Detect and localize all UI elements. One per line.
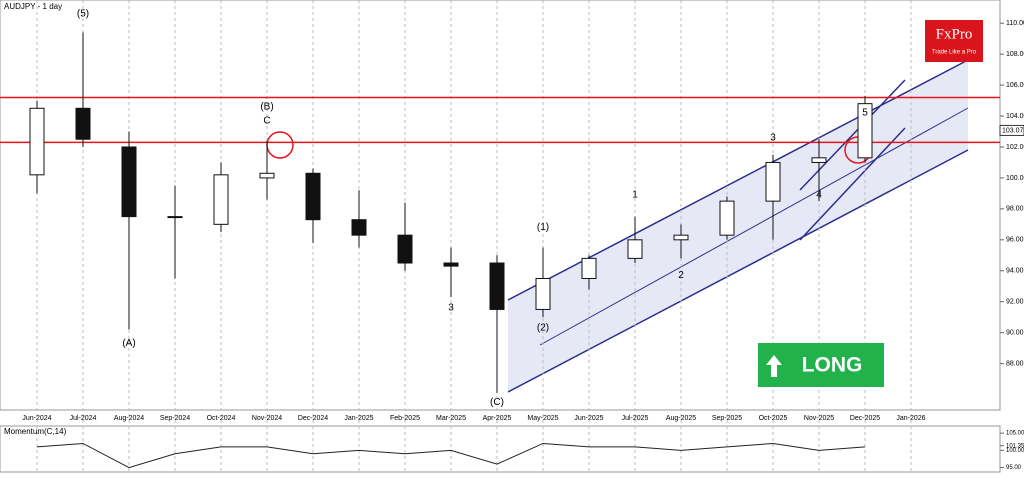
wave-label: (2) <box>537 323 549 334</box>
wave-label: 4 <box>816 190 822 201</box>
wave-label: 3 <box>448 303 454 314</box>
y-tick-label: 98.00 <box>1006 206 1024 213</box>
candle-body <box>581 257 597 279</box>
candle-body <box>213 174 229 225</box>
x-tick-label: Mar-2025 <box>436 415 466 422</box>
candle-body <box>489 262 505 310</box>
candle-body <box>121 146 137 218</box>
y-tick-label: 94.00 <box>1006 268 1024 275</box>
x-tick-label: Nov-2025 <box>804 415 834 422</box>
x-tick-label: Feb-2025 <box>390 415 420 422</box>
y-tick-label: 90.00 <box>1006 329 1024 336</box>
x-tick-label: Aug-2024 <box>114 415 144 422</box>
x-tick-label: May-2025 <box>527 415 558 422</box>
wave-label: (C) <box>490 397 504 408</box>
y-tick-label: 110.00 <box>1006 20 1024 27</box>
candle-body <box>811 157 827 163</box>
x-tick-label: Jan-2026 <box>896 415 925 422</box>
candle-body <box>167 216 183 219</box>
x-tick-label: Dec-2025 <box>850 415 880 422</box>
x-tick-label: Oct-2025 <box>759 415 788 422</box>
brand: FxPro <box>936 26 973 42</box>
momentum-frame <box>0 425 1001 473</box>
candle-body <box>75 107 91 140</box>
candle-body <box>535 277 551 310</box>
x-tick-label: Aug-2025 <box>666 415 696 422</box>
x-tick-label: Jan-2025 <box>344 415 373 422</box>
x-tick-label: Jul-2024 <box>70 415 97 422</box>
x-tick-label: Sep-2024 <box>160 415 190 422</box>
wave-label: (A) <box>122 338 135 349</box>
x-tick-label: Dec-2024 <box>298 415 328 422</box>
y-tick-label: 100.00 <box>1006 175 1024 182</box>
wave-label: 2 <box>678 270 684 281</box>
logo <box>925 20 983 62</box>
candle-body <box>259 172 275 179</box>
candle-body <box>857 103 873 159</box>
candle-body <box>351 219 367 236</box>
y-tick-label: 108.00 <box>1006 51 1024 58</box>
channel-line <box>507 149 969 393</box>
x-tick-label: Jun-2024 <box>22 415 51 422</box>
wave-label: 5 <box>862 108 868 119</box>
chart-title: AUDJPY - 1 day <box>4 2 62 11</box>
y-tick-label: 102.00 <box>1006 144 1024 151</box>
y-tick-label: 105.00 <box>1006 431 1024 437</box>
x-tick-label: Jul-2025 <box>622 415 649 422</box>
signal: LONG <box>802 354 863 377</box>
last-price-box <box>999 124 1024 136</box>
y-tick-label: 100.00 <box>1006 448 1024 454</box>
arrow-icon <box>766 355 782 377</box>
x-tick-label: Oct-2024 <box>207 415 236 422</box>
x-tick-label: Sep-2025 <box>712 415 742 422</box>
candle-body <box>765 161 781 202</box>
wave-label: (1) <box>537 222 549 233</box>
candle-body <box>673 234 689 241</box>
wedge-line <box>799 79 906 191</box>
candle-body <box>443 262 459 267</box>
candle-body <box>29 107 45 176</box>
x-tick-label: Apr-2025 <box>483 415 512 422</box>
candle-body <box>397 234 413 264</box>
y-tick-label: 88.00 <box>1006 360 1024 367</box>
candle-body <box>719 200 735 236</box>
wave-label: C <box>263 115 270 126</box>
y-tick-label: 92.00 <box>1006 299 1024 306</box>
y-tick-label: 95.00 <box>1006 465 1022 471</box>
y-tick-label: 101.35 <box>1006 443 1024 449</box>
momentum-title: Momentum(C,14) <box>4 427 67 436</box>
wave-label: (5) <box>77 9 89 20</box>
wave-label: 1 <box>632 190 638 201</box>
candle-body <box>627 239 643 259</box>
wedge-line <box>799 127 906 241</box>
slogan: Trade Like a Pro <box>932 50 977 56</box>
last-price: 103.07 <box>1002 127 1024 134</box>
y-tick-label: 106.00 <box>1006 82 1024 89</box>
y-tick-label: 104.00 <box>1006 113 1024 120</box>
wave-label: (B) <box>260 101 273 112</box>
channel-line <box>539 107 969 346</box>
momentum-line <box>36 442 866 469</box>
wave-label: 3 <box>770 132 776 143</box>
x-tick-label: Nov-2024 <box>252 415 282 422</box>
x-tick-label: Jun-2025 <box>574 415 603 422</box>
y-tick-label: 96.00 <box>1006 237 1024 244</box>
candle-body <box>305 172 321 221</box>
